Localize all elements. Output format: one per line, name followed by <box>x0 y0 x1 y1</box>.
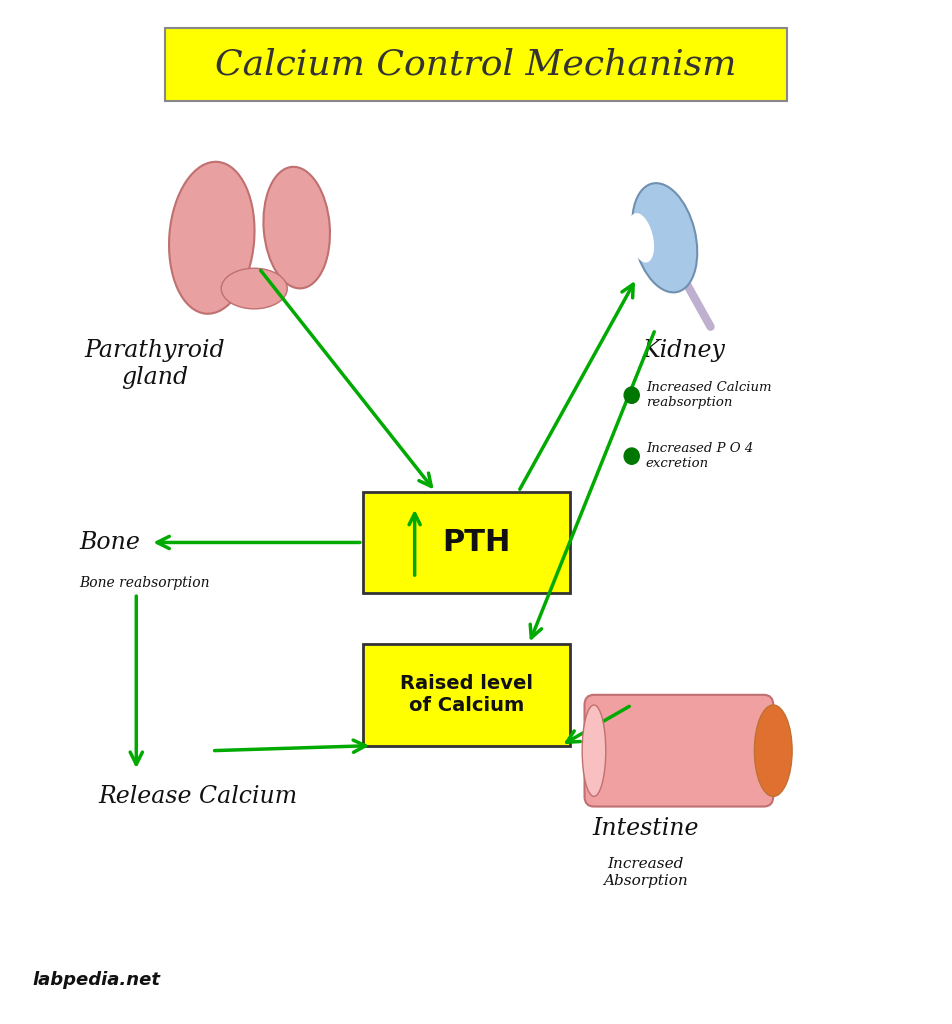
FancyBboxPatch shape <box>585 695 773 807</box>
FancyArrowPatch shape <box>684 281 710 327</box>
Circle shape <box>625 387 639 403</box>
Text: labpedia.net: labpedia.net <box>32 972 161 989</box>
Ellipse shape <box>628 213 654 262</box>
Ellipse shape <box>221 268 288 309</box>
Text: Bone reabsorption: Bone reabsorption <box>80 577 210 590</box>
Text: Calcium Control Mechanism: Calcium Control Mechanism <box>215 47 737 81</box>
Ellipse shape <box>754 705 792 797</box>
Circle shape <box>625 449 639 464</box>
FancyBboxPatch shape <box>363 492 570 593</box>
FancyBboxPatch shape <box>363 644 570 745</box>
Text: Raised level
of Calcium: Raised level of Calcium <box>400 675 533 716</box>
Text: Increased Calcium
reabsorption: Increased Calcium reabsorption <box>645 381 771 410</box>
Text: Intestine: Intestine <box>592 817 699 840</box>
Text: Increased P O 4
excretion: Increased P O 4 excretion <box>645 442 753 470</box>
Ellipse shape <box>632 183 697 293</box>
Text: Increased
Absorption: Increased Absorption <box>604 857 688 888</box>
Text: Release Calcium: Release Calcium <box>99 784 298 808</box>
Ellipse shape <box>169 162 254 313</box>
FancyBboxPatch shape <box>165 28 787 100</box>
Text: Kidney: Kidney <box>643 339 725 362</box>
Ellipse shape <box>264 167 330 289</box>
Text: PTH: PTH <box>442 528 510 557</box>
Text: Bone: Bone <box>80 531 141 554</box>
Ellipse shape <box>583 705 605 797</box>
Text: Parathyroid
gland: Parathyroid gland <box>85 339 226 389</box>
